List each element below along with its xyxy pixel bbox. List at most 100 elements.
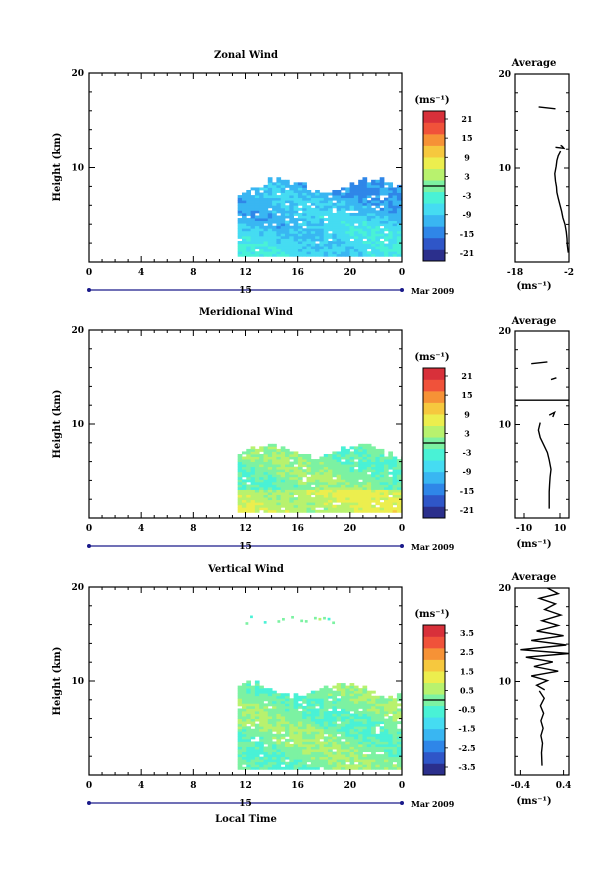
heatmap-cell: [250, 469, 256, 473]
heatmap-cell: [384, 497, 389, 501]
heatmap-cell: [362, 502, 368, 506]
heatmap-cell: [384, 766, 389, 770]
heatmap-cell: [246, 683, 251, 687]
heatmap-cell: [328, 225, 333, 229]
heatmap-cell: [289, 754, 295, 758]
heatmap-cell: [276, 479, 282, 483]
heatmap-cell: [315, 492, 320, 495]
heatmap-cell: [371, 230, 376, 234]
heatmap-cell: [388, 486, 394, 490]
heatmap-cell: [358, 443, 363, 447]
heatmap-cell: [272, 220, 277, 224]
heatmap-cell: [379, 177, 385, 181]
heatmap-cell: [345, 700, 350, 704]
heatmap-cell: [366, 241, 372, 244]
heatmap-cell: [237, 251, 243, 255]
zonal-wind-ylabel: Height (km): [52, 133, 63, 202]
heatmap-cell: [375, 754, 381, 758]
heatmap-cell: [237, 756, 243, 760]
heatmap-cell: [254, 728, 260, 732]
heatmap-cell: [392, 486, 398, 490]
heatmap-cell: [362, 456, 368, 460]
heatmap-cell: [272, 207, 277, 211]
heatmap-cell: [358, 215, 363, 219]
heatmap-cell: [328, 731, 333, 735]
heatmap-cell: [272, 756, 277, 760]
heatmap-cell: [250, 471, 256, 475]
heatmap-cell: [263, 504, 269, 508]
heatmap-cell: [254, 754, 260, 758]
heatmap-cell: [353, 238, 359, 242]
heatmap-cell: [332, 759, 338, 763]
heatmap-cell: [340, 736, 346, 740]
heatmap-cell: [267, 235, 273, 239]
heatmap-cell: [297, 766, 303, 770]
heatmap-cell: [285, 754, 290, 758]
heatmap-cell: [285, 230, 290, 234]
heatmap-cell: [327, 617, 331, 621]
heatmap-cell: [254, 504, 260, 508]
heatmap-cell: [254, 210, 260, 214]
heatmap-cell: [306, 509, 312, 513]
heatmap-cell: [250, 693, 256, 697]
heatmap-cell: [336, 202, 342, 206]
heatmap-cell: [272, 754, 277, 758]
heatmap-cell: [358, 195, 363, 199]
heatmap-cell: [302, 189, 307, 193]
heatmap-cell: [366, 235, 372, 239]
heatmap-cell: [310, 461, 316, 465]
heatmap-cell: [323, 235, 329, 239]
heatmap-cell: [362, 766, 368, 770]
heatmap-cell: [384, 474, 389, 478]
heatmap-cell: [276, 751, 282, 755]
heatmap-cell: [345, 207, 350, 211]
heatmap-cell: [396, 197, 402, 201]
profile-line: [531, 361, 548, 365]
heatmap-cell: [323, 471, 329, 475]
heatmap-cell: [241, 718, 247, 722]
heatmap-cell: [319, 754, 325, 758]
heatmap-cell: [293, 182, 299, 186]
heatmap-cell: [323, 713, 329, 717]
heatmap-cell: [323, 212, 329, 216]
heatmap-cell: [336, 233, 342, 237]
heatmap-cell: [336, 230, 342, 234]
heatmap-cell: [388, 481, 394, 485]
heatmap-cell: [340, 698, 346, 702]
heatmap-cell: [379, 253, 385, 257]
heatmap-cell: [297, 479, 303, 483]
heatmap-cell: [362, 184, 368, 188]
heatmap-cell: [319, 705, 325, 709]
heatmap-cell: [254, 494, 260, 498]
zonal-wind-heatmap: [237, 177, 402, 257]
heatmap-cell: [272, 246, 277, 250]
heatmap-cell: [276, 713, 282, 717]
heatmap-cell: [254, 708, 260, 712]
heatmap-cell: [297, 464, 303, 468]
heatmap-cell: [263, 220, 269, 224]
heatmap-cell: [285, 756, 290, 760]
heatmap-cell: [388, 451, 394, 455]
heatmap-cell: [345, 759, 350, 763]
heatmap-cell: [328, 713, 333, 717]
heatmap-cell: [285, 251, 290, 255]
heatmap-cell: [319, 726, 325, 730]
heatmap-cell: [396, 484, 402, 488]
heatmap-cell: [362, 195, 368, 199]
heatmap-cell: [289, 497, 295, 501]
heatmap-cell: [328, 746, 333, 750]
heatmap-cell: [366, 184, 372, 188]
heatmap-cell: [246, 218, 251, 222]
heatmap-cell: [388, 210, 394, 214]
heatmap-cell: [379, 246, 385, 250]
heatmap-cell: [323, 489, 329, 493]
heatmap-cell: [263, 461, 269, 465]
heatmap-cell: [345, 451, 350, 455]
heatmap-cell: [267, 497, 273, 501]
heatmap-cell: [349, 453, 355, 457]
heatmap-cell: [259, 251, 264, 255]
heatmap-cell: [388, 700, 394, 704]
heatmap-cell: [362, 700, 368, 704]
heatmap-cell: [246, 716, 251, 719]
heatmap-cell: [371, 736, 376, 740]
